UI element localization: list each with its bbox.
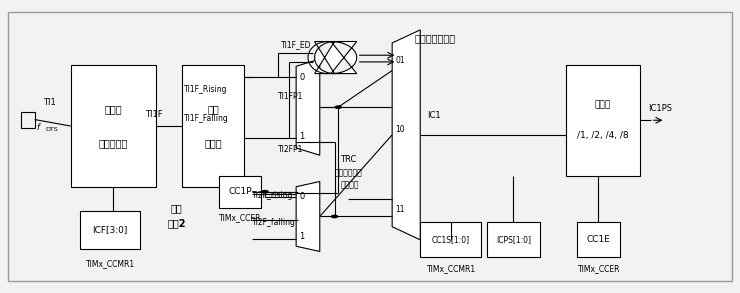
Text: TIMx_CCER: TIMx_CCER (578, 265, 620, 273)
Text: TI1F_Rising: TI1F_Rising (184, 85, 227, 94)
Text: 分频器: 分频器 (595, 100, 610, 109)
Text: IC1: IC1 (428, 111, 441, 120)
Text: 滤波器: 滤波器 (104, 104, 122, 114)
Text: TIMx_CCMR1: TIMx_CCMR1 (86, 259, 135, 268)
Text: 检测器: 检测器 (204, 138, 222, 148)
Bar (420, 222, 481, 257)
Bar (181, 65, 244, 187)
Text: TI1FP1: TI1FP1 (278, 92, 303, 101)
Text: IC1PS: IC1PS (648, 104, 673, 113)
Text: TIMx_CCMR1: TIMx_CCMR1 (427, 265, 476, 273)
Text: 01: 01 (395, 56, 405, 65)
Text: TI2F_rising: TI2F_rising (252, 191, 293, 200)
Text: 全从模式控制器: 全从模式控制器 (414, 34, 455, 44)
Text: （来自从模式: （来自从模式 (334, 168, 363, 177)
Text: DTS: DTS (46, 127, 58, 132)
Text: 10: 10 (395, 125, 405, 134)
Text: 0: 0 (299, 193, 304, 202)
Text: 通道2: 通道2 (167, 218, 186, 228)
Bar (566, 65, 639, 176)
Text: TI2F_falling: TI2F_falling (252, 218, 296, 227)
Text: TI1F_Falling: TI1F_Falling (184, 114, 229, 123)
Text: 0: 0 (299, 74, 304, 82)
Text: 1: 1 (299, 132, 304, 141)
Bar (218, 176, 261, 208)
Polygon shape (314, 42, 357, 74)
Text: 向下计数器: 向下计数器 (98, 138, 128, 148)
Circle shape (332, 215, 337, 218)
Text: CC1E: CC1E (586, 235, 610, 244)
Text: 控制器）: 控制器） (340, 180, 359, 189)
Bar (71, 65, 156, 187)
Text: TI1F_ED: TI1F_ED (281, 40, 312, 49)
Text: 1: 1 (299, 231, 304, 241)
Circle shape (262, 190, 268, 193)
Text: CC1S[1:0]: CC1S[1:0] (431, 235, 470, 244)
Bar (576, 222, 619, 257)
Text: TI1: TI1 (44, 98, 56, 107)
Polygon shape (392, 30, 420, 240)
Circle shape (335, 106, 341, 108)
Text: TI2FP1: TI2FP1 (278, 145, 303, 154)
Polygon shape (296, 181, 320, 251)
Text: CC1P: CC1P (228, 187, 252, 196)
Text: TRC: TRC (340, 155, 357, 164)
Text: /1, /2, /4, /8: /1, /2, /4, /8 (577, 131, 628, 140)
Text: TI1F: TI1F (146, 110, 163, 119)
Bar (81, 211, 140, 248)
Text: 来自: 来自 (171, 203, 182, 213)
Text: 边沿: 边沿 (207, 104, 219, 114)
Text: TIMx_CCER: TIMx_CCER (219, 213, 261, 222)
Text: ICF[3:0]: ICF[3:0] (92, 225, 128, 234)
Polygon shape (296, 59, 320, 155)
Text: f: f (36, 123, 39, 132)
Bar (21, 112, 35, 127)
Bar (487, 222, 540, 257)
Text: 11: 11 (395, 205, 405, 214)
Text: ICPS[1:0]: ICPS[1:0] (496, 235, 531, 244)
